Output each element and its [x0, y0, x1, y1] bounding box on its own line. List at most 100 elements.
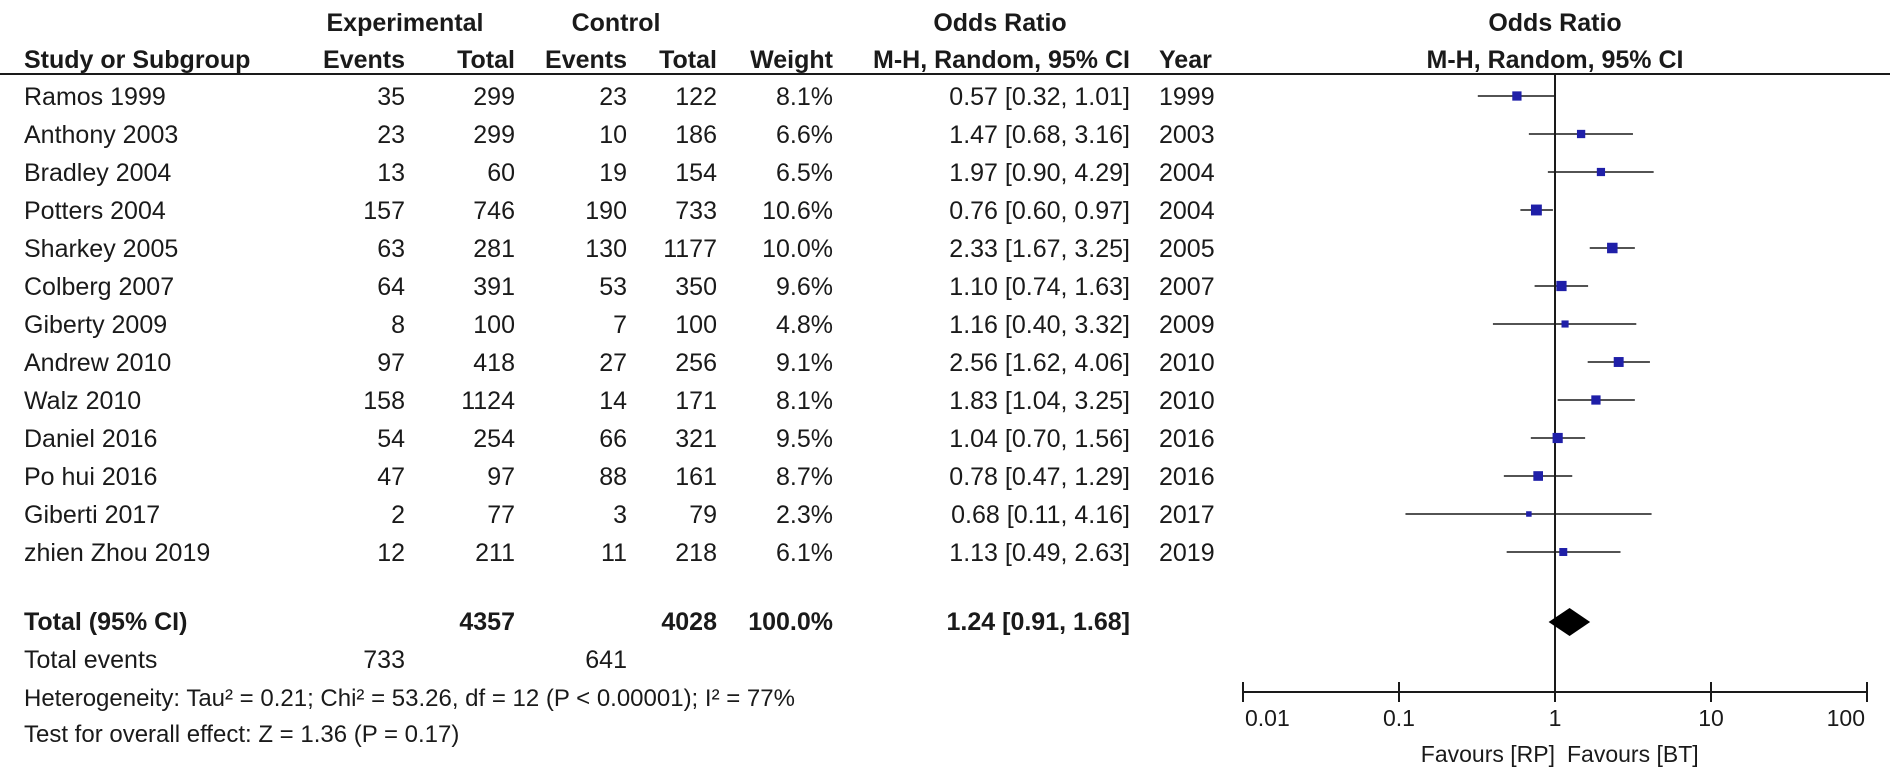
tick-label: 0.1	[1383, 705, 1415, 731]
year-cell: 2019	[1159, 539, 1215, 567]
ctl-events-cell: 11	[601, 539, 627, 567]
effect-marker	[1556, 280, 1567, 292]
weight-cell: 4.8%	[776, 311, 833, 339]
col-exp-events: Events	[323, 46, 405, 74]
total-weight: 100.0%	[748, 608, 833, 636]
col-ctl-events: Events	[545, 46, 627, 74]
table-row: Ramos 1999 35 299 23 122 8.1% 0.57 [0.32, 1.01…	[24, 83, 1215, 111]
forest-marks	[1405, 74, 1654, 692]
study-name: Bradley 2004	[24, 159, 171, 187]
exp-total-cell: 418	[473, 349, 515, 377]
table-row: Giberti 2017 2 77 3 79 2.3% 0.68 [0.11, 4.16] 2…	[24, 501, 1215, 529]
tick-label: 0.01	[1245, 705, 1290, 731]
col-exp-total: Total	[457, 46, 515, 74]
col-weight: Weight	[750, 46, 834, 74]
ctl-total-cell: 100	[675, 311, 717, 339]
total-label: Total (95% CI)	[24, 608, 187, 636]
study-name: Giberti 2017	[24, 501, 160, 529]
table-row: Potters 2004 157 746 190 733 10.6% 0.76 [0.60,…	[24, 197, 1215, 225]
col-ctl-total: Total	[659, 46, 717, 74]
exp-total-cell: 299	[473, 83, 515, 111]
ctl-total-cell: 256	[675, 349, 717, 377]
study-name: Giberty 2009	[24, 311, 167, 339]
exp-events-cell: 13	[377, 159, 405, 187]
weight-cell: 10.6%	[762, 197, 833, 225]
study-name: Andrew 2010	[24, 349, 171, 377]
table-row: Andrew 2010 97 418 27 256 9.1% 2.56 [1.62, 4.0…	[24, 349, 1215, 377]
weight-cell: 8.1%	[776, 387, 833, 415]
effect-marker	[1591, 395, 1601, 405]
ctl-events-cell: 7	[613, 311, 627, 339]
exp-total-cell: 254	[473, 425, 515, 453]
or-cell: 1.97 [0.90, 4.29]	[949, 159, 1130, 187]
study-name: Sharkey 2005	[24, 235, 178, 263]
study-name: Anthony 2003	[24, 121, 178, 149]
effect-marker	[1533, 471, 1543, 481]
table-row: Po hui 2016 47 97 88 161 8.7% 0.78 [0.47, 1.29…	[24, 463, 1215, 491]
study-name: Colberg 2007	[24, 273, 174, 301]
ctl-events-cell: 10	[599, 121, 627, 149]
ctl-total-cell: 171	[675, 387, 717, 415]
total-events-exp: 733	[363, 646, 405, 674]
year-cell: 2005	[1159, 235, 1215, 263]
or-cell: 1.47 [0.68, 3.16]	[949, 121, 1130, 149]
effect-marker	[1576, 129, 1586, 139]
effect-marker	[1607, 242, 1618, 254]
year-cell: 2004	[1159, 197, 1215, 225]
ctl-events-cell: 88	[599, 463, 627, 491]
exp-events-cell: 12	[377, 539, 405, 567]
exp-events-cell: 157	[363, 197, 405, 225]
ctl-events-cell: 130	[585, 235, 627, 263]
exp-events-cell: 47	[377, 463, 405, 491]
year-cell: 2004	[1159, 159, 1215, 187]
study-name: Ramos 1999	[24, 83, 166, 111]
weight-cell: 2.3%	[776, 501, 833, 529]
year-cell: 2010	[1159, 387, 1215, 415]
ctl-events-cell: 19	[599, 159, 627, 187]
study-name: zhien Zhou 2019	[24, 539, 210, 567]
year-cell: 2009	[1159, 311, 1215, 339]
favours-left-label: Favours [RP]	[1421, 741, 1555, 767]
exp-events-cell: 64	[377, 273, 405, 301]
weight-cell: 8.1%	[776, 83, 833, 111]
or-cell: 2.56 [1.62, 4.06]	[949, 349, 1130, 377]
study-name: Daniel 2016	[24, 425, 157, 453]
col-year: Year	[1159, 46, 1212, 74]
exp-total-cell: 77	[487, 501, 515, 529]
table-row: Colberg 2007 64 391 53 350 9.6% 1.10 [0.74, 1.…	[24, 273, 1215, 301]
exp-events-cell: 63	[377, 235, 405, 263]
exp-total-cell: 1124	[461, 387, 515, 415]
exp-total-cell: 97	[487, 463, 515, 491]
ctl-events-cell: 190	[585, 197, 627, 225]
exp-total-cell: 299	[473, 121, 515, 149]
exp-total-cell: 100	[473, 311, 515, 339]
ctl-total-cell: 350	[675, 273, 717, 301]
ctl-events-cell: 27	[599, 349, 627, 377]
table-row: Sharkey 2005 63 281 130 1177 10.0% 2.33 [1.67,…	[24, 235, 1215, 263]
exp-total-cell: 211	[475, 539, 515, 567]
col-study: Study or Subgroup	[24, 46, 250, 74]
exp-total-cell: 281	[473, 235, 515, 263]
exp-events-cell: 158	[363, 387, 405, 415]
exp-events-cell: 23	[377, 121, 405, 149]
table-row: Anthony 2003 23 299 10 186 6.6% 1.47 [0.68, 3.…	[24, 121, 1215, 149]
tick-label: 1	[1549, 705, 1562, 731]
study-name: Walz 2010	[24, 387, 141, 415]
ctl-events-cell: 66	[599, 425, 627, 453]
ctl-total-cell: 186	[675, 121, 717, 149]
total-exp-total: 4357	[459, 608, 515, 636]
heterogeneity-text: Heterogeneity: Tau² = 0.21; Chi² = 53.26…	[24, 685, 795, 712]
ctl-events-cell: 23	[599, 83, 627, 111]
ctl-total-cell: 154	[675, 159, 717, 187]
exp-total-cell: 60	[487, 159, 515, 187]
weight-cell: 6.6%	[776, 121, 833, 149]
table-row: Daniel 2016 54 254 66 321 9.5% 1.04 [0.70, 1.5…	[24, 425, 1215, 453]
study-rows: Ramos 1999 35 299 23 122 8.1% 0.57 [0.32, 1.01…	[24, 83, 1215, 567]
or-cell: 1.04 [0.70, 1.56]	[949, 425, 1130, 453]
or-cell: 0.68 [0.11, 4.16]	[951, 501, 1130, 529]
exp-total-cell: 746	[473, 197, 515, 225]
total-ctl-total: 4028	[661, 608, 717, 636]
weight-cell: 6.5%	[776, 159, 833, 187]
study-name: Potters 2004	[24, 197, 166, 225]
